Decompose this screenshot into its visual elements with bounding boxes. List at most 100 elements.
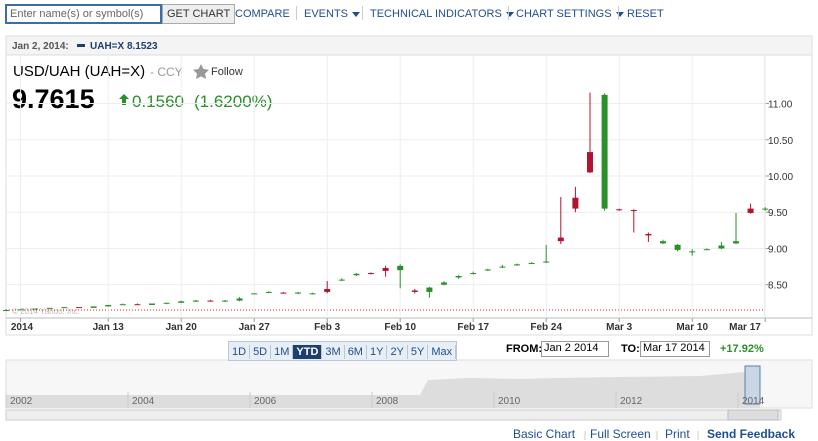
candle-body <box>338 279 345 281</box>
up-arrow <box>119 94 129 105</box>
candle-body <box>178 301 185 303</box>
chart-settings-label: CHART SETTINGS <box>516 8 612 20</box>
range-button[interactable]: 6M <box>345 345 367 359</box>
candle-body <box>382 268 389 271</box>
candle-body <box>149 303 155 305</box>
x-tick-label: Feb 24 <box>530 322 562 333</box>
candle-body <box>689 251 696 253</box>
quote-exchange: - CCY <box>150 65 183 79</box>
quote-name: USD/UAH (UAH=X) <box>13 63 145 80</box>
range-button[interactable]: 1D <box>229 345 251 359</box>
candle-body <box>601 94 608 209</box>
reset-button[interactable]: RESET <box>627 8 664 20</box>
compare-button[interactable]: COMPARE <box>235 8 290 20</box>
range-button[interactable]: Max <box>428 345 457 359</box>
technical-indicators-menu[interactable]: TECHNICAL INDICATORS <box>370 8 514 20</box>
candle-body <box>747 208 754 213</box>
candle-body <box>455 275 462 278</box>
y-tick-label: 8.50 <box>768 281 788 292</box>
x-tick-label: Mar 10 <box>676 322 708 333</box>
technical-indicators-label: TECHNICAL INDICATORS <box>370 8 502 20</box>
range-button[interactable]: 3M <box>322 345 345 359</box>
info-bar <box>5 35 813 56</box>
info-series: UAH=X 8.1523 <box>90 41 158 52</box>
candle-body <box>441 282 447 285</box>
follow-button[interactable]: Follow <box>211 66 243 78</box>
x-tick-label: Jan 27 <box>239 322 271 333</box>
quote-price: 9.7615 <box>12 84 95 114</box>
x-tick-label: Jan 20 <box>166 322 198 333</box>
navigator-year: 2004 <box>132 396 155 407</box>
full-screen-link[interactable]: Full Screen <box>590 427 651 441</box>
candle-body <box>397 265 404 271</box>
period-change: +17.92% <box>720 343 764 355</box>
candle-body <box>411 290 418 292</box>
candle-body <box>236 298 243 301</box>
navigator-year: 2014 <box>742 396 765 407</box>
range-button[interactable]: 1M <box>271 345 294 359</box>
series-swatch <box>77 44 85 47</box>
candle-body <box>309 293 316 295</box>
candle-body <box>514 264 520 266</box>
y-tick-label: 9.50 <box>768 208 788 219</box>
candle-body <box>192 300 199 302</box>
candle-body <box>251 293 258 295</box>
range-buttons: 1D 5D 1M YTD 3M 6M 1Y 2Y 5Y Max <box>228 341 458 361</box>
range-button[interactable]: 1Y <box>367 345 388 359</box>
candle-body <box>484 269 491 271</box>
separator <box>296 6 297 20</box>
candle-body <box>616 209 623 211</box>
to-label: TO: <box>621 343 640 355</box>
candle-body <box>426 287 433 292</box>
follow-star[interactable] <box>193 64 209 80</box>
candle-body <box>265 291 272 293</box>
chart-settings-menu[interactable]: CHART SETTINGS <box>516 8 624 20</box>
candle-body <box>718 245 725 249</box>
candle-body <box>324 289 331 292</box>
candle-body <box>762 208 769 210</box>
candle-body <box>119 304 126 306</box>
range-button[interactable]: 5Y <box>408 345 429 359</box>
chart-frame <box>5 35 813 336</box>
y-tick-label: 10.00 <box>768 172 793 183</box>
to-input[interactable]: Mar 17 2014 <box>640 341 710 357</box>
candle-body <box>163 302 170 304</box>
search-input[interactable]: Enter name(s) or symbol(s) <box>5 4 162 24</box>
range-button[interactable]: 2Y <box>387 345 408 359</box>
range-button[interactable]: YTD <box>293 345 323 359</box>
quote-change: 0.1560 <box>132 92 184 111</box>
candle-body <box>46 307 53 309</box>
candle-body <box>61 307 68 309</box>
send-feedback-link[interactable]: Send Feedback <box>707 427 796 441</box>
candle-body <box>105 304 112 307</box>
candle-body <box>528 262 535 264</box>
get-chart-button[interactable]: GET CHART <box>162 4 236 24</box>
scrollbar-thumb[interactable] <box>727 409 779 421</box>
candle-body <box>76 307 82 309</box>
candle-body <box>703 249 710 251</box>
x-tick-label: Mar 3 <box>606 322 633 333</box>
y-tick-label: 11.00 <box>768 100 793 111</box>
y-tick-label: 10.50 <box>768 136 793 147</box>
candle-body <box>470 273 477 275</box>
print-link[interactable]: Print <box>665 427 690 441</box>
scrollbar[interactable] <box>5 409 782 421</box>
navigator-area <box>6 368 760 408</box>
candle-body <box>17 309 24 311</box>
candle-body <box>630 210 637 212</box>
candle-body <box>660 241 666 244</box>
events-menu[interactable]: EVENTS <box>304 8 361 20</box>
navigator-year: 2012 <box>620 396 643 407</box>
navigator-year: 2010 <box>498 396 521 407</box>
candle-body <box>3 310 9 312</box>
separator <box>618 6 619 20</box>
separator <box>508 6 509 20</box>
range-button[interactable]: 5D <box>250 345 272 359</box>
navigator-window[interactable] <box>744 365 761 405</box>
x-tick-label: Feb 10 <box>384 322 416 333</box>
basic-chart-link[interactable]: Basic Chart <box>513 427 576 441</box>
separator <box>362 6 363 20</box>
from-input[interactable]: Jan 2 2014 <box>541 341 609 357</box>
